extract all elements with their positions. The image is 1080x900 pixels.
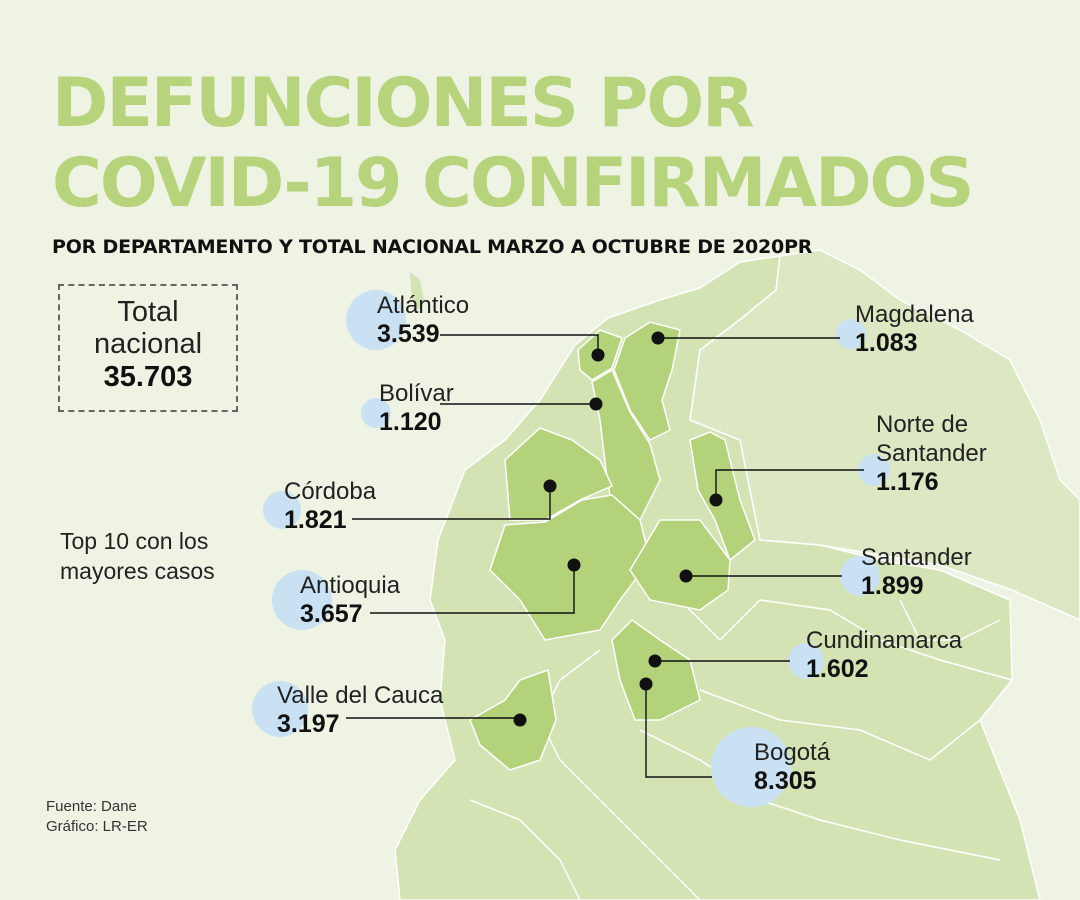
- label-santander: Santander 1.899: [861, 543, 972, 601]
- label-cundinamarca-name: Cundinamarca: [806, 627, 963, 654]
- bubble-norte-santander: [858, 454, 890, 486]
- bubble-cordoba: [263, 491, 301, 529]
- venezuela-shape: [689, 249, 1080, 621]
- label-magdalena: Magdalena 1.083: [855, 300, 974, 358]
- graphic-credit: Gráfico: LR-ER: [46, 818, 148, 835]
- label-bolivar-value: 1.120: [379, 408, 442, 436]
- label-bogota-name: Bogotá: [754, 739, 831, 766]
- dot-norte-santander: [709, 493, 723, 507]
- total-value: 35.703: [103, 361, 193, 393]
- dot-magdalena: [651, 331, 665, 345]
- label-norte-santander-name-1: Norte de: [876, 411, 969, 438]
- label-atlantico: Atlántico 3.539: [377, 291, 469, 349]
- region-cundinamarca: [611, 619, 701, 721]
- source-text: Fuente: Dane: [46, 798, 137, 815]
- label-santander-value: 1.899: [861, 572, 924, 600]
- label-magdalena-value: 1.083: [855, 329, 918, 357]
- label-santander-name: Santander: [861, 544, 972, 571]
- subtitle: POR DEPARTAMENTO Y TOTAL NACIONAL MARZO …: [52, 236, 813, 258]
- label-atlantico-name: Atlántico: [377, 292, 470, 319]
- dot-bogota: [639, 677, 653, 691]
- total-label-line-2: nacional: [93, 328, 203, 360]
- label-atlantico-value: 3.539: [377, 320, 440, 348]
- dot-antioquia: [567, 558, 581, 572]
- dot-cordoba: [543, 479, 557, 493]
- dot-atlantico: [591, 348, 605, 362]
- region-santander: [629, 519, 731, 611]
- line-cordoba: [352, 486, 551, 520]
- label-cordoba-name: Córdoba: [284, 478, 377, 505]
- region-magdalena: [613, 321, 681, 441]
- top10-note: Top 10 con los mayores casos: [60, 528, 215, 584]
- label-cundinamarca: Cundinamarca 1.602: [806, 626, 962, 684]
- bubble-valle-cauca: [252, 681, 308, 737]
- label-norte-santander-value: 1.176: [876, 468, 939, 496]
- region-norte-santander: [689, 431, 756, 562]
- line-atlantico: [440, 334, 599, 355]
- location-dots: [513, 331, 723, 727]
- label-valle-cauca-value: 3.197: [277, 710, 340, 738]
- label-magdalena-name: Magdalena: [855, 301, 974, 328]
- line-bogota: [645, 684, 712, 778]
- dot-valle-cauca: [513, 713, 527, 727]
- label-cordoba-value: 1.821: [284, 506, 347, 534]
- title-line-2: COVID-19 CONFIRMADOS: [52, 144, 974, 223]
- dot-santander: [679, 569, 693, 583]
- label-antioquia-name: Antioquia: [300, 572, 401, 599]
- island-shape: [410, 272, 424, 310]
- total-nacional-box: Total nacional 35.703: [58, 284, 238, 412]
- bubble-bolivar: [361, 398, 391, 428]
- bubble-santander: [840, 556, 880, 596]
- bubble-cundinamarca: [788, 643, 824, 679]
- label-cordoba: Córdoba 1.821: [284, 477, 376, 535]
- label-valle-cauca: Valle del Cauca 3.197: [277, 681, 443, 739]
- bubble-bogota: [711, 727, 791, 807]
- label-norte-santander: Norte de Santander 1.176: [876, 410, 987, 497]
- bubble-magdalena: [836, 319, 866, 349]
- region-cordoba: [504, 427, 614, 521]
- bubble-atlantico: [346, 290, 406, 350]
- label-bogota: Bogotá 8.305: [754, 738, 830, 796]
- label-bogota-value: 8.305: [754, 767, 817, 795]
- label-cundinamarca-value: 1.602: [806, 655, 869, 683]
- bubble-antioquia: [272, 570, 332, 630]
- bubbles: [252, 290, 890, 807]
- label-antioquia: Antioquia 3.657: [300, 571, 400, 629]
- leader-lines: [346, 334, 864, 778]
- label-antioquia-value: 3.657: [300, 600, 363, 628]
- line-norte-santander: [715, 469, 864, 500]
- label-bolivar: Bolívar 1.120: [379, 379, 454, 437]
- dot-cundinamarca: [648, 654, 662, 668]
- label-norte-santander-name-2: Santander: [876, 440, 987, 467]
- label-bolivar-name: Bolívar: [379, 380, 454, 407]
- dot-bolivar: [589, 397, 603, 411]
- region-valle-cauca: [469, 668, 557, 771]
- title-line-1: DEFUNCIONES POR: [52, 64, 755, 143]
- line-antioquia: [370, 565, 575, 614]
- label-valle-cauca-name: Valle del Cauca: [277, 682, 444, 709]
- total-label-line-1: Total: [117, 296, 179, 328]
